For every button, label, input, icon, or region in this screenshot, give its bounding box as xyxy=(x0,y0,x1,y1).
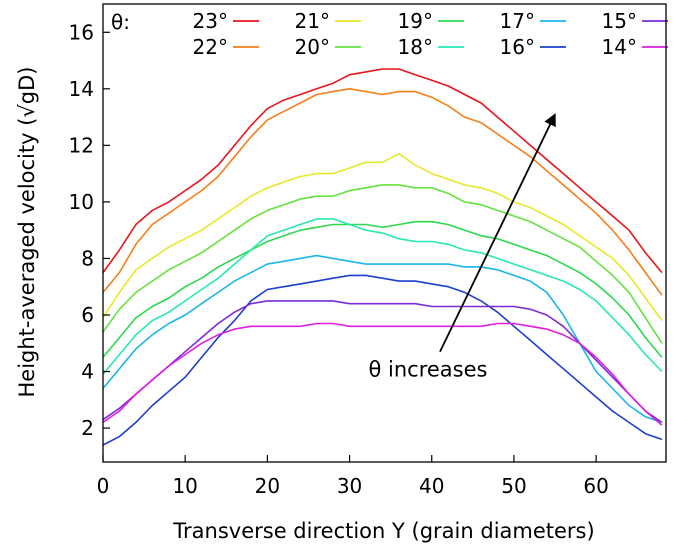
series-line-4 xyxy=(103,220,663,358)
legend-label: 21° xyxy=(295,9,330,33)
series-line-5 xyxy=(103,218,663,375)
series-line-1 xyxy=(103,88,663,296)
y-tick-label: 4 xyxy=(81,360,94,384)
legend-label: 14° xyxy=(602,35,637,59)
y-tick-label: 10 xyxy=(69,190,94,214)
y-tick-label: 12 xyxy=(69,133,94,157)
series-line-0 xyxy=(103,68,663,274)
legend-label: 15° xyxy=(602,9,637,33)
series-line-3 xyxy=(103,184,663,344)
legend-label: 19° xyxy=(398,9,433,33)
legend: θ: 23°22° 21°20° 19°18° 17°16° 15°14° xyxy=(111,9,668,59)
x-axis-label: Transverse direction Y (grain diameters) xyxy=(172,519,594,543)
series-line-7 xyxy=(103,274,663,446)
y-axis-ticks: 2 4 6 8 10 12 14 16 xyxy=(69,20,110,440)
plot-frame xyxy=(102,3,667,463)
legend-title: θ: xyxy=(111,10,130,34)
annotation: θ increases xyxy=(368,113,556,382)
legend-label: 17° xyxy=(500,9,535,33)
legend-label: 18° xyxy=(398,35,433,59)
series-line-8 xyxy=(103,300,663,424)
y-tick-label: 8 xyxy=(81,246,94,270)
legend-label: 23° xyxy=(193,9,228,33)
legend-label: 20° xyxy=(295,35,330,59)
x-tick-label: 20 xyxy=(255,474,280,498)
annotation-label: θ increases xyxy=(368,358,487,382)
series-line-9 xyxy=(103,322,663,426)
x-tick-label: 0 xyxy=(97,474,110,498)
y-axis-label: Height-averaged velocity (√gD) xyxy=(15,67,39,398)
x-tick-label: 10 xyxy=(172,474,197,498)
legend-label: 22° xyxy=(193,35,228,59)
x-axis-ticks: 0 10 20 30 40 50 60 xyxy=(97,455,609,498)
x-tick-label: 30 xyxy=(337,474,362,498)
y-tick-label: 14 xyxy=(69,77,94,101)
y-tick-label: 6 xyxy=(81,303,94,327)
x-tick-label: 60 xyxy=(583,474,608,498)
series-layer xyxy=(103,68,663,446)
annotation-arrow xyxy=(439,113,556,353)
legend-label: 16° xyxy=(500,35,535,59)
series-line-6 xyxy=(103,254,663,424)
x-tick-label: 50 xyxy=(501,474,526,498)
y-tick-label: 16 xyxy=(69,20,94,44)
y-tick-label: 2 xyxy=(81,416,94,440)
x-tick-label: 40 xyxy=(419,474,444,498)
series-line-2 xyxy=(103,153,663,322)
